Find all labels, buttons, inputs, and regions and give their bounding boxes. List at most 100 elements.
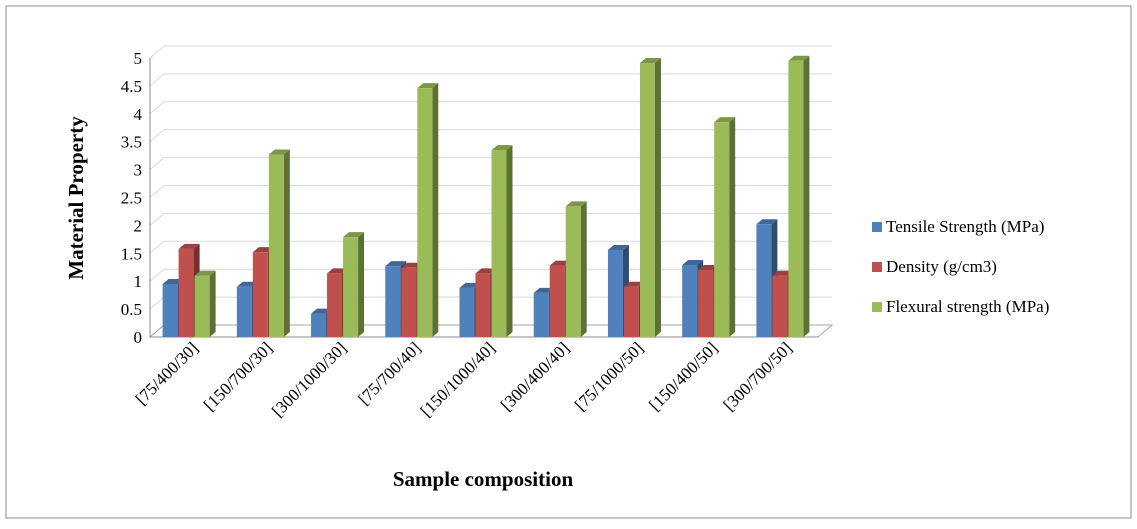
gridline-depth	[149, 240, 165, 254]
bar-front	[756, 224, 772, 337]
gridline-depth	[149, 129, 165, 143]
bar-top	[417, 83, 439, 89]
bar-top	[343, 232, 365, 238]
bar-front	[533, 292, 549, 337]
bar-top	[698, 265, 720, 271]
y-tick-label: 4.5	[121, 77, 142, 96]
bar-side	[654, 58, 661, 337]
x-axis-title: Sample composition	[393, 467, 574, 491]
legend-swatch	[872, 222, 882, 232]
bar-front	[607, 249, 623, 337]
bar	[343, 232, 365, 337]
bar	[417, 83, 439, 337]
bar-side	[803, 55, 810, 337]
bar-front	[385, 266, 401, 337]
bar-side	[283, 149, 290, 337]
bar	[788, 55, 810, 337]
gridline-depth	[149, 157, 165, 170]
legend-label: Flexural strength (MPa)	[886, 297, 1049, 316]
bar	[268, 149, 290, 337]
bar-top	[623, 281, 645, 287]
bar-top	[401, 262, 423, 268]
bar-side	[209, 270, 216, 337]
y-tick-label: 3.5	[121, 133, 142, 152]
bar	[194, 270, 216, 337]
bar-front	[772, 275, 788, 337]
gridline-depth	[149, 213, 165, 226]
bar-front	[343, 237, 359, 337]
bar-top	[533, 287, 555, 293]
bar-front	[311, 313, 327, 337]
bar-top	[491, 145, 513, 151]
y-tick-label: 1.5	[121, 244, 142, 263]
bar-top	[565, 201, 587, 207]
bar-front	[194, 275, 210, 337]
y-axis-title: Material Property	[64, 116, 88, 280]
y-tick-labels: 0 0.5 1 1.5 2 2.5 3 3.5 4 4.5 5	[121, 49, 143, 347]
bar-top	[327, 268, 349, 274]
bar-top	[714, 117, 736, 123]
bar-top	[236, 281, 258, 287]
bar-top	[459, 282, 481, 288]
bar-front	[491, 150, 507, 337]
y-tick-label: 2	[134, 216, 143, 235]
bar-top	[311, 308, 333, 314]
bar-front	[252, 252, 268, 337]
bars	[162, 55, 810, 337]
bar-side	[729, 117, 736, 337]
y-tick-label: 4	[134, 105, 143, 124]
y-tick-label: 3	[134, 161, 143, 180]
bar-front	[162, 283, 178, 337]
gridline-depth	[149, 101, 165, 115]
bar-top	[549, 260, 571, 266]
y-tick-label: 0.5	[121, 300, 142, 319]
legend-item: Density (g/cm3)	[872, 257, 997, 276]
bar-front	[401, 267, 417, 337]
bar-top	[194, 270, 216, 276]
bar-front	[698, 270, 714, 337]
bar-top	[682, 260, 704, 266]
legend-item: Flexural strength (MPa)	[872, 297, 1049, 316]
bar-front	[327, 273, 343, 337]
bar-top	[268, 149, 290, 155]
y-tick-label: 5	[134, 49, 143, 68]
bar-side	[580, 201, 587, 337]
legend: Tensile Strength (MPa) Density (g/cm3) Fle…	[872, 217, 1049, 316]
bar-front	[623, 286, 639, 337]
bar-front	[268, 154, 284, 337]
bar-front	[565, 206, 581, 337]
bar-front	[459, 287, 475, 337]
legend-label: Density (g/cm3)	[886, 257, 997, 276]
gridline-depth	[149, 296, 165, 310]
bar-front	[417, 88, 433, 337]
bar-front	[236, 286, 252, 337]
y-tick-label: 0	[134, 328, 143, 347]
bar-front	[639, 63, 655, 337]
bar-top	[788, 55, 810, 61]
bar-front	[682, 265, 698, 337]
bar-top	[162, 278, 184, 284]
legend-item: Tensile Strength (MPa)	[872, 217, 1044, 236]
bar	[491, 145, 513, 337]
bar-front	[788, 60, 804, 337]
legend-swatch	[872, 302, 882, 312]
bar-top	[252, 247, 274, 253]
bar-side	[358, 232, 365, 337]
bar-front	[549, 265, 565, 337]
bar-top	[639, 58, 661, 64]
bar-side	[506, 145, 513, 337]
bar-top	[756, 219, 778, 225]
gridline-depth	[149, 268, 165, 282]
bar	[714, 117, 736, 337]
bar-top	[385, 261, 407, 267]
bar-top	[178, 243, 200, 249]
y-tick-label: 1	[134, 272, 143, 291]
y-tick-label: 2.5	[121, 189, 142, 208]
bar-side	[432, 83, 439, 337]
bar-top	[772, 270, 794, 276]
legend-label: Tensile Strength (MPa)	[886, 217, 1044, 236]
bar-top	[475, 268, 497, 274]
gridline-depth	[149, 185, 165, 198]
